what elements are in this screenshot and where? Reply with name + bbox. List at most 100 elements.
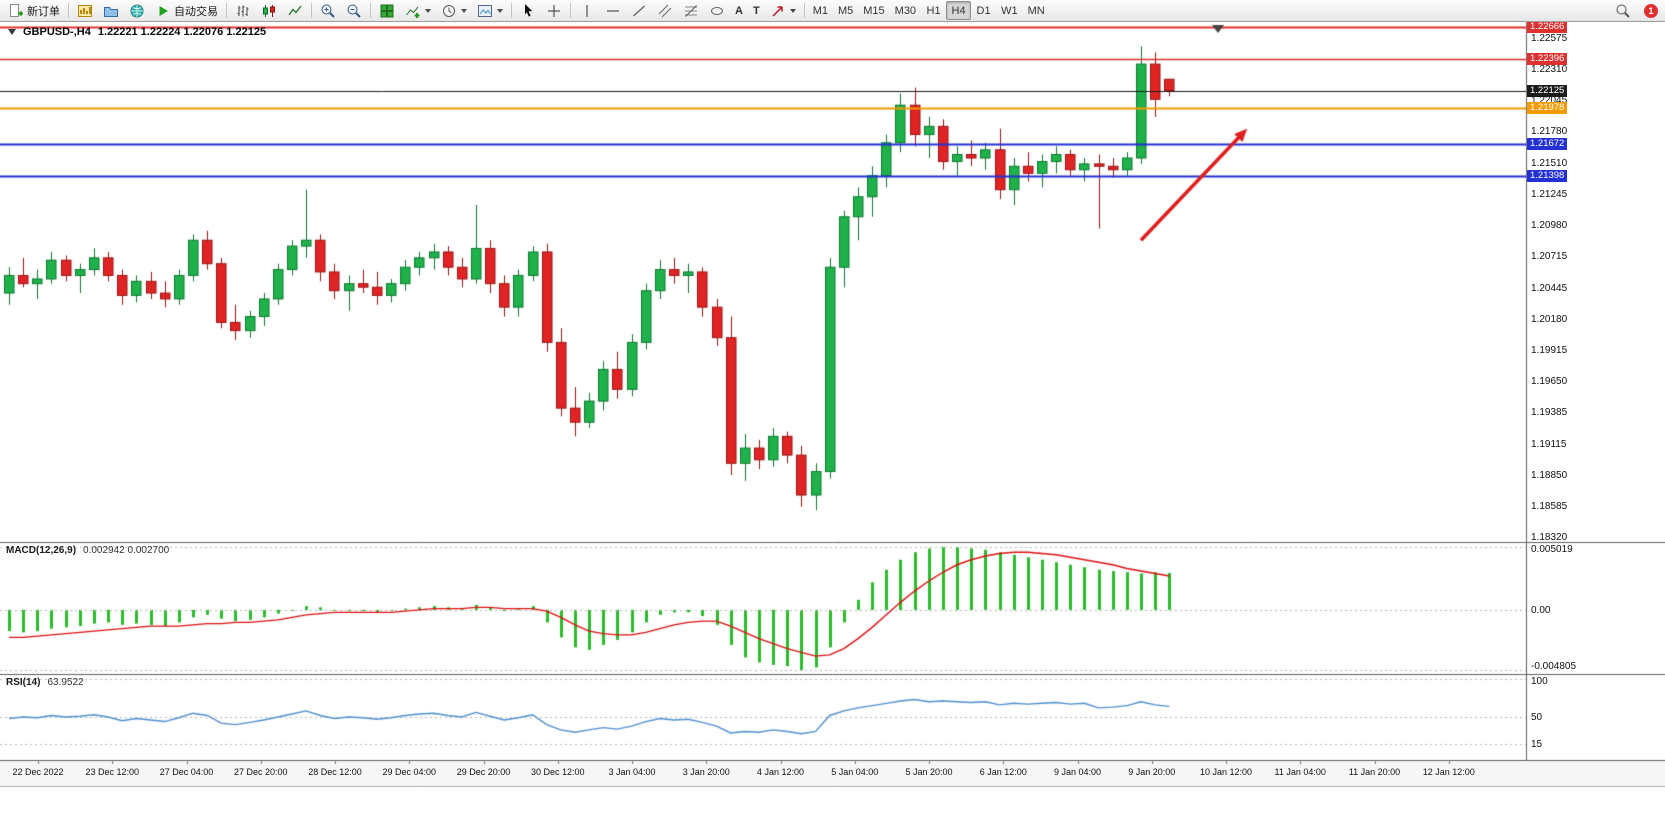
channel-icon — [657, 3, 673, 19]
new-order-button[interactable]: 新订单 — [3, 1, 65, 20]
new-chart-button[interactable] — [72, 1, 98, 20]
horizontal-line-icon — [605, 3, 621, 19]
new-chart-icon — [77, 3, 93, 19]
price-axis-tick: 1.20980 — [1531, 219, 1568, 231]
tile-windows-icon — [379, 3, 395, 19]
crosshair-icon — [546, 3, 562, 19]
rsi-axis-tick: 50 — [1531, 712, 1543, 723]
profiles-icon — [103, 3, 119, 19]
vertical-line-button[interactable] — [574, 1, 600, 20]
macd-axis-tick: -0.004805 — [1531, 661, 1577, 672]
macd-axis-tick: 0.00 — [1531, 604, 1551, 616]
time-axis-label: 4 Jan 12:00 — [756, 767, 805, 777]
timeframe-button-w1[interactable]: W1 — [996, 1, 1023, 20]
price-axis-tick: 1.22310 — [1531, 63, 1568, 75]
ellipse-icon — [709, 3, 725, 19]
profiles-button[interactable] — [98, 1, 124, 20]
time-axis-label: 11 Jan 20:00 — [1348, 767, 1401, 777]
timeframe-button-h4[interactable]: H4 — [946, 1, 972, 20]
tile-windows-button[interactable] — [374, 1, 400, 20]
time-axis-label: 10 Jan 12:00 — [1199, 767, 1253, 777]
search-button[interactable] — [1610, 1, 1636, 20]
arrows-button[interactable] — [765, 1, 801, 20]
macd-header: MACD(12,26,9) 0.002942 0.002700 — [6, 545, 169, 556]
price-axis-tick: 1.22045 — [1531, 94, 1568, 106]
rsi-axis-tick: 15 — [1531, 738, 1543, 750]
separator — [803, 3, 805, 18]
price-line-badge: 1.21672 — [1527, 137, 1568, 150]
cursor-button[interactable] — [515, 1, 541, 20]
zoom-out-icon — [346, 3, 362, 19]
timeframe-button-m1[interactable]: M1 — [808, 1, 833, 20]
horizontal-line-button[interactable] — [600, 1, 626, 20]
macd-values: 0.002942 0.002700 — [83, 545, 170, 556]
rsi-axis-tick: 100 — [1531, 676, 1548, 687]
market-watch-button[interactable] — [124, 1, 150, 20]
timeframe-button-m30[interactable]: M30 — [890, 1, 921, 20]
periods-button[interactable] — [436, 1, 472, 20]
indicators-icon — [405, 3, 421, 19]
candlestick-chart-icon — [261, 3, 277, 19]
price-line-badge: 1.21978 — [1527, 101, 1568, 114]
time-axis-label: 9 Jan 20:00 — [1128, 767, 1176, 777]
time-axis-label: 5 Jan 04:00 — [831, 767, 879, 777]
price-axis-tick: 1.20180 — [1531, 313, 1568, 325]
trendline-button[interactable] — [626, 1, 652, 20]
toolbar-right: 1 — [1610, 1, 1662, 20]
price-axis-tick: 1.18320 — [1531, 532, 1568, 544]
one-click-trading-toggle[interactable] — [8, 29, 16, 35]
timeframe-button-d1[interactable]: D1 — [971, 1, 996, 20]
autotrading-label: 自动交易 — [174, 5, 218, 18]
clock-icon — [441, 3, 457, 19]
chart-title: GBPUSD-,H4 1.22221 1.22224 1.22076 1.221… — [8, 26, 266, 38]
timeframe-button-h1[interactable]: H1 — [921, 1, 946, 20]
zoom-out-button[interactable] — [341, 1, 367, 20]
templates-button[interactable] — [472, 1, 508, 20]
price-axis-tick: 1.22575 — [1531, 32, 1568, 44]
equidistant-channel-button[interactable] — [652, 1, 678, 20]
price-axis-tick: 1.19650 — [1531, 376, 1568, 388]
line-chart-button[interactable] — [282, 1, 308, 20]
bar-chart-icon — [235, 3, 251, 19]
chevron-down-icon — [497, 8, 503, 13]
text-icon: A — [735, 4, 743, 17]
price-axis-tick: 1.19385 — [1531, 407, 1568, 419]
timeframe-button-m5[interactable]: M5 — [833, 1, 858, 20]
price-axis-tick: 1.18585 — [1531, 501, 1568, 513]
text-button[interactable]: A — [730, 1, 748, 20]
price-axis-tick: 1.18850 — [1531, 470, 1568, 482]
time-axis-label: 28 Dec 12:00 — [308, 767, 362, 777]
fibonacci-icon — [683, 3, 699, 19]
timeframe-button-m15[interactable]: M15 — [858, 1, 889, 20]
time-axis-label: 22 Dec 2022 — [12, 767, 64, 777]
price-axis-tick: 1.20445 — [1531, 282, 1568, 294]
price-axis-tick: 1.21510 — [1531, 157, 1568, 169]
zoom-in-button[interactable] — [315, 1, 341, 20]
rsi-value: 63.9522 — [47, 677, 84, 688]
text-label-button[interactable]: T — [748, 1, 765, 20]
new-order-label: 新订单 — [27, 5, 60, 18]
timeframe-button-mn[interactable]: MN — [1023, 1, 1050, 20]
price-axis-tick: 1.20715 — [1531, 251, 1568, 263]
chevron-down-icon — [789, 8, 796, 13]
crosshair-button[interactable] — [541, 1, 567, 20]
vertical-line-icon — [579, 3, 595, 19]
fibonacci-button[interactable] — [678, 1, 704, 20]
time-axis-label: 12 Jan 12:00 — [1422, 767, 1475, 777]
trendline-icon — [631, 3, 647, 19]
autotrading-button[interactable]: 自动交易 — [150, 1, 223, 20]
candlestick-chart-button[interactable] — [256, 1, 282, 20]
price-line-badge: 1.22666 — [1527, 20, 1568, 33]
time-axis-label: 3 Jan 20:00 — [682, 767, 730, 777]
bar-chart-button[interactable] — [230, 1, 256, 20]
price-axis-tick: 1.19115 — [1531, 438, 1567, 450]
time-axis-label: 6 Jan 12:00 — [979, 767, 1027, 777]
price-line-badge: 1.22125 — [1527, 84, 1568, 97]
shapes-button[interactable] — [704, 1, 730, 20]
indicators-button[interactable] — [400, 1, 436, 20]
search-icon — [1615, 3, 1631, 19]
ohlc-values: 1.22221 1.22224 1.22076 1.22125 — [97, 26, 267, 38]
notification-badge[interactable]: 1 — [1644, 3, 1658, 18]
arrow-tool-icon — [770, 3, 786, 19]
